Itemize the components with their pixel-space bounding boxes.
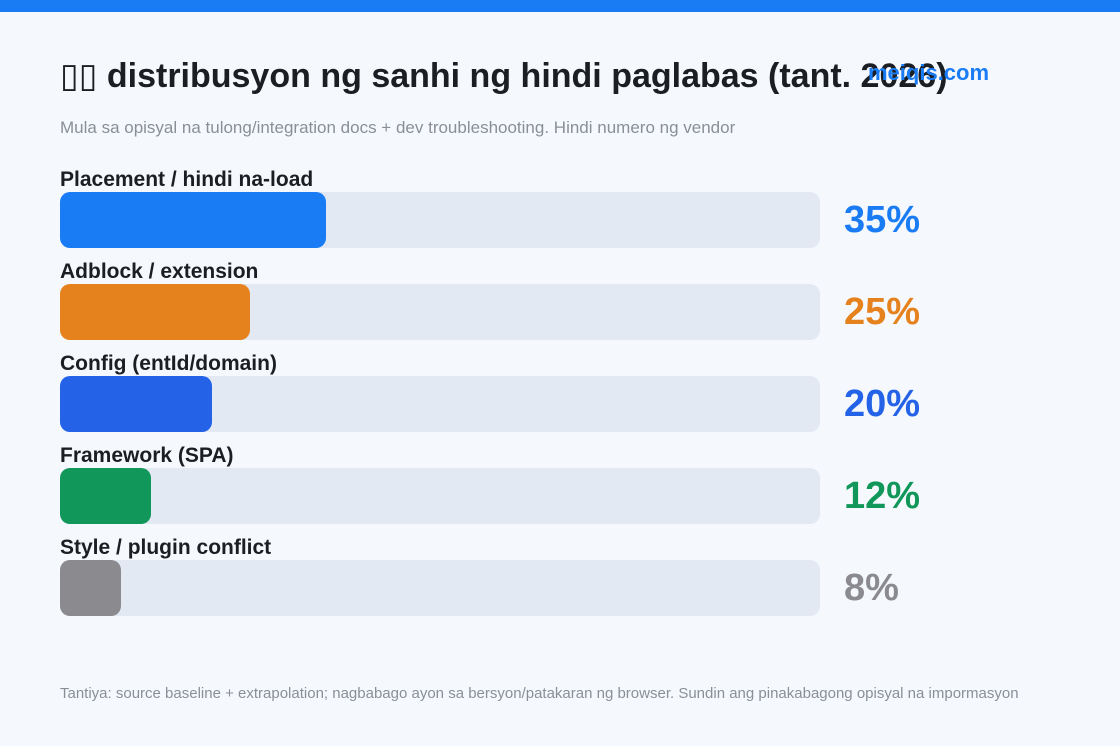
bar-row: Style / plugin conflict 8%	[60, 536, 1060, 628]
bar-track	[60, 284, 820, 340]
bar-fill	[60, 284, 250, 340]
value-label: 35%	[844, 199, 921, 241]
category-label: Config (entId/domain)	[60, 352, 277, 375]
bar-fill	[60, 560, 121, 616]
bar-row: Placement / hindi na-load 35%	[60, 168, 1060, 260]
bar-row: Adblock / extension 25%	[60, 260, 1060, 352]
value-label: 25%	[844, 291, 921, 333]
chart-subtitle: Mula sa opisyal na tulong/integration do…	[60, 118, 736, 137]
top-accent-strip	[0, 0, 1120, 12]
chart-footnote: Tantiya: source baseline + extrapolation…	[60, 685, 1019, 702]
value-label: 20%	[844, 383, 921, 425]
bar-row: Framework (SPA) 12%	[60, 444, 1060, 536]
bar-row: Config (entId/domain) 20%	[60, 352, 1060, 444]
bar-track	[60, 560, 820, 616]
category-label: Placement / hindi na-load	[60, 168, 314, 191]
value-label: 8%	[844, 567, 899, 609]
bar-track	[60, 468, 820, 524]
bar-fill	[60, 376, 212, 432]
site-watermark: meiqis.com	[868, 60, 990, 85]
category-label: Adblock / extension	[60, 260, 259, 283]
bar-track	[60, 376, 820, 432]
bar-fill	[60, 192, 326, 248]
category-label: Style / plugin conflict	[60, 536, 272, 559]
category-label: Framework (SPA)	[60, 444, 234, 467]
bar-fill	[60, 468, 151, 524]
chart-title: ▯▯ distribusyon ng sanhi ng hindi paglab…	[60, 57, 948, 95]
bar-track	[60, 192, 820, 248]
value-label: 12%	[844, 475, 921, 517]
